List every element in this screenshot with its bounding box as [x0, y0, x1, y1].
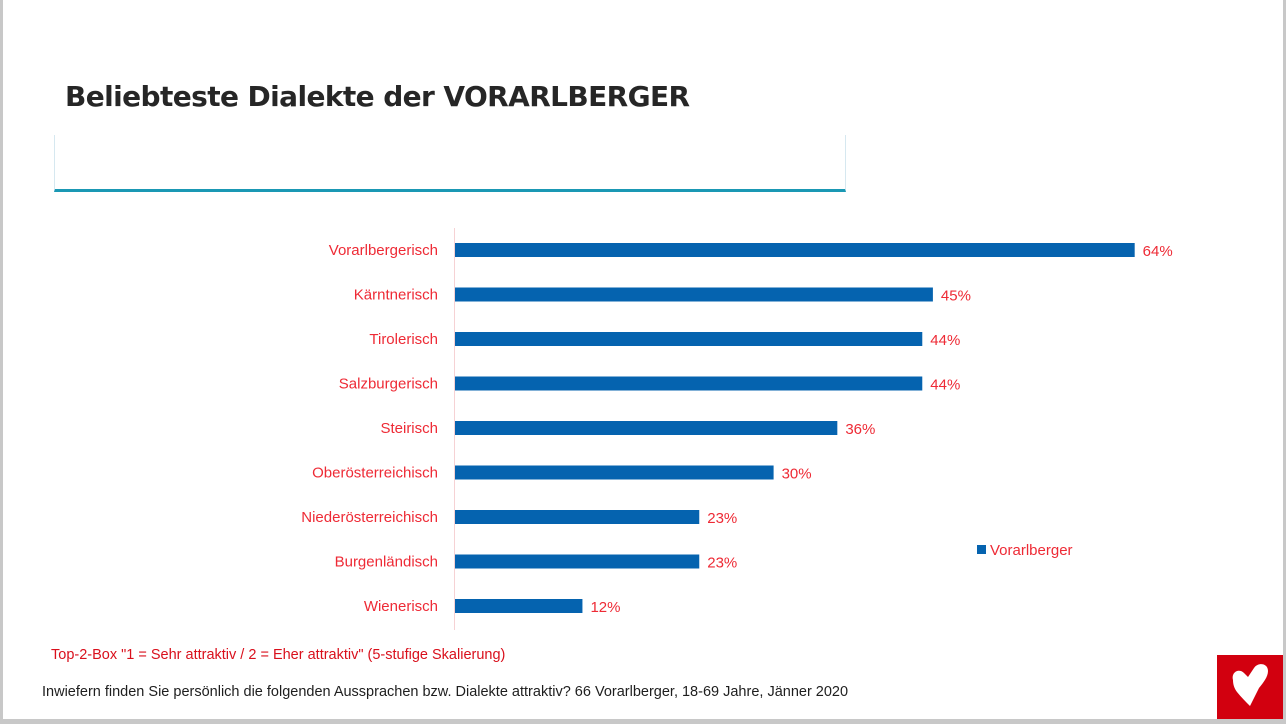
bar-chart: Vorarlbergerisch 64% Kärntnerisch 45% Tirole…	[301, 228, 1173, 630]
value-label: 30%	[782, 466, 812, 483]
category-label: Burgenländisch	[335, 554, 438, 571]
slide: Beliebteste Dialekte der VORARLBERGER Vo…	[3, 0, 1283, 719]
value-label: 64%	[1143, 243, 1173, 260]
bar	[455, 376, 923, 391]
category-label: Salzburgerisch	[339, 376, 438, 393]
bar	[455, 465, 774, 480]
bar	[455, 332, 923, 346]
bar	[455, 421, 838, 435]
subtitle-box	[54, 135, 846, 192]
question-footnote: Inwiefern finden Sie persönlich die folg…	[42, 684, 849, 700]
value-label: 44%	[930, 332, 960, 349]
scale-footnote: Top-2-Box "1 = Sehr attraktiv / 2 = Eher…	[51, 647, 506, 663]
legend-label: Vorarlberger	[990, 542, 1073, 559]
value-label: 23%	[707, 555, 737, 572]
category-label: Kärntnerisch	[354, 287, 438, 304]
bar	[455, 510, 700, 524]
page-title: Beliebteste Dialekte der VORARLBERGER	[65, 80, 690, 113]
logo	[1217, 655, 1283, 719]
legend-swatch	[977, 545, 986, 554]
category-label: Wienerisch	[364, 598, 438, 615]
category-label: Tirolerisch	[369, 331, 438, 348]
value-label: 44%	[930, 377, 960, 394]
value-label: 45%	[941, 288, 971, 305]
bar	[455, 287, 933, 302]
category-label: Oberösterreichisch	[312, 465, 438, 482]
legend: Vorarlberger	[977, 542, 1073, 559]
bar	[455, 243, 1135, 257]
category-label: Vorarlbergerisch	[329, 242, 438, 259]
value-label: 36%	[845, 421, 875, 438]
category-label: Steirisch	[380, 420, 438, 437]
category-label: Niederösterreichisch	[301, 509, 438, 526]
heart-icon	[1232, 664, 1268, 706]
bars-group: Vorarlbergerisch 64% Kärntnerisch 45% Tirole…	[301, 242, 1172, 616]
value-label: 23%	[707, 510, 737, 527]
value-label: 12%	[590, 599, 620, 616]
bar	[455, 599, 583, 613]
bar	[455, 554, 700, 569]
